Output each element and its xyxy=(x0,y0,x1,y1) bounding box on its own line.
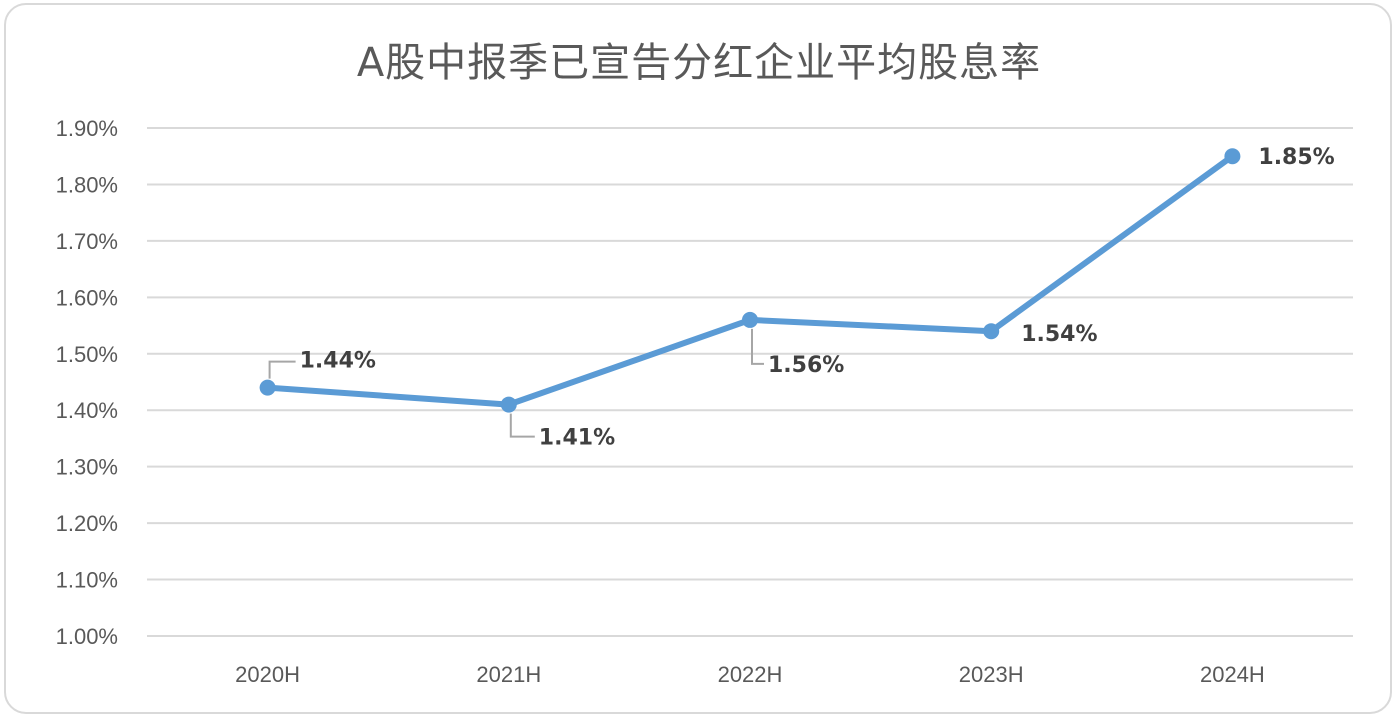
data-labels: 1.44% 1.41% 1.56% 1.54% 1.85% xyxy=(300,145,1335,450)
x-tick-label: 2020H xyxy=(235,662,300,687)
data-point xyxy=(500,396,517,413)
y-tick-label: 1.70% xyxy=(56,229,118,254)
y-tick-label: 1.40% xyxy=(56,398,118,423)
label-leader xyxy=(751,328,764,365)
y-tick-label: 1.90% xyxy=(56,116,118,141)
data-point xyxy=(259,379,276,396)
data-label: 1.56% xyxy=(768,353,844,378)
data-point xyxy=(983,323,1000,340)
data-point xyxy=(742,311,758,328)
data-label: 1.54% xyxy=(1021,322,1097,347)
y-tick-label: 1.20% xyxy=(56,511,118,536)
x-axis-tick-labels: 2020H 2021H 2022H 2023H 2024H xyxy=(235,662,1265,687)
x-tick-label: 2021H xyxy=(476,662,541,687)
label-leader xyxy=(509,413,535,438)
y-tick-label: 1.50% xyxy=(56,342,118,367)
y-tick-label: 1.80% xyxy=(56,172,118,197)
series-line-layer xyxy=(264,153,1236,408)
label-leader xyxy=(268,360,296,379)
x-tick-label: 2022H xyxy=(718,662,783,687)
series-line xyxy=(264,153,1236,408)
chart-frame xyxy=(4,3,1392,714)
gridlines xyxy=(147,127,1353,637)
y-tick-label: 1.60% xyxy=(56,285,118,310)
data-label: 1.85% xyxy=(1258,145,1334,170)
y-tick-label: 1.00% xyxy=(56,624,118,649)
y-axis-tick-labels: 1.00% 1.10% 1.20% 1.30% 1.40% 1.50% 1.60% 1.70%… xyxy=(56,116,118,649)
data-label: 1.41% xyxy=(539,426,615,451)
y-tick-label: 1.30% xyxy=(56,455,118,480)
y-tick-label: 1.10% xyxy=(56,568,118,593)
data-points xyxy=(259,148,1241,413)
x-tick-label: 2023H xyxy=(959,662,1024,687)
chart-title: A股中报季已宣告分红企业平均股息率 xyxy=(356,40,1042,86)
data-point xyxy=(1224,148,1241,165)
data-label: 1.44% xyxy=(300,349,376,374)
x-tick-label: 2024H xyxy=(1200,662,1265,687)
data-label-leaders xyxy=(268,328,764,438)
